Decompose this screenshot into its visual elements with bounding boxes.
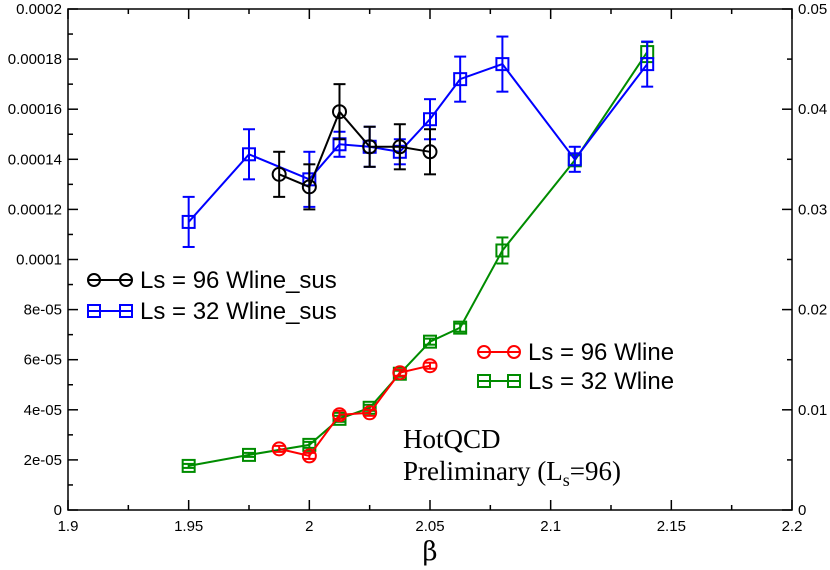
- y-left-tick-labels: 0 2e-05 4e-05 6e-05 8e-05 0.0001 0.00012 0.0001…: [8, 1, 62, 519]
- legend-marker-ls96-sus-end: [119, 273, 133, 287]
- legend-marker-ls32-end: [507, 374, 521, 388]
- axis-ticks: [67, 8, 793, 511]
- legend-marker-ls96-sus: [87, 273, 101, 287]
- legend-label-ls96-sus: Ls = 96 Wline_sus: [140, 267, 337, 294]
- series-layer: [181, 35, 655, 473]
- legend-marker-ls32-sus: [87, 304, 101, 318]
- y-left-tick-label: 0: [54, 502, 62, 519]
- series-ls-96-wline-sus: [271, 83, 438, 211]
- data-point: [181, 214, 196, 229]
- y-right-tick-label: 0.03: [798, 201, 827, 218]
- series-ls-32-wline-sus: [181, 35, 655, 248]
- data-point: [332, 104, 347, 120]
- series-line: [187, 62, 648, 223]
- y-left-tick-label: 4e-05: [24, 402, 62, 419]
- y-left-tick-label: 0.00014: [8, 151, 62, 168]
- y-right-tick-label: 0.01: [798, 402, 827, 419]
- x-tick-label: 2.2: [782, 518, 803, 535]
- data-point: [362, 139, 378, 155]
- data-point: [423, 334, 437, 349]
- annotation-hotqcd: HotQCD: [403, 424, 501, 454]
- data-point: [301, 448, 317, 464]
- legend-label-ls96: Ls = 96 Wline: [528, 339, 674, 366]
- data-point: [495, 243, 510, 258]
- y-left-tick-label: 0.00018: [8, 51, 62, 68]
- annotation-preliminary: Preliminary (Ls=96): [403, 456, 621, 490]
- legend-label-ls32: Ls = 32 Wline: [528, 368, 674, 395]
- y-right-tick-label: 0.02: [798, 302, 827, 319]
- x-tick-label: 2.05: [415, 518, 444, 535]
- data-point: [453, 320, 468, 335]
- series-line: [188, 51, 649, 467]
- data-point: [453, 72, 468, 87]
- data-point: [271, 166, 287, 182]
- legend-left: Ls = 96 Wline_sus Ls = 32 Wline_sus: [87, 267, 337, 325]
- y-right-tick-label: 0.05: [798, 1, 827, 18]
- data-point: [301, 179, 317, 195]
- x-tick-label: 2.1: [540, 518, 561, 535]
- series-ls-32-wline: [181, 41, 655, 473]
- y-right-tick-label: 0.04: [798, 101, 827, 118]
- x-tick-label: 1.95: [174, 518, 203, 535]
- legend-marker-ls96-end: [507, 345, 521, 359]
- legend-marker-ls32: [477, 374, 491, 388]
- x-axis-title: β: [422, 537, 437, 567]
- y-left-tick-label: 0.0002: [16, 1, 62, 18]
- legend-label-ls32-sus: Ls = 32 Wline_sus: [140, 298, 337, 325]
- series-ls-96-wline: [271, 358, 438, 464]
- y-left-tick-label: 8e-05: [24, 302, 62, 319]
- data-point: [242, 447, 256, 462]
- series-line: [278, 109, 431, 189]
- y-left-tick-label: 0.00016: [8, 101, 62, 118]
- y-left-tick-label: 2e-05: [24, 452, 62, 469]
- y-right-tick-label: 0: [798, 502, 806, 519]
- y-left-tick-label: 0.0001: [16, 252, 62, 269]
- y-right-tick-labels: 0 0.01 0.02 0.03 0.04 0.05: [798, 1, 827, 519]
- legend-right: Ls = 96 Wline Ls = 32 Wline: [477, 339, 674, 395]
- data-point: [423, 112, 437, 127]
- x-tick-label: 2: [305, 518, 313, 535]
- data-point: [332, 407, 347, 423]
- data-point: [422, 144, 438, 160]
- data-point: [422, 358, 438, 374]
- data-point: [567, 152, 582, 167]
- x-tick-label: 2.15: [657, 518, 686, 535]
- data-point: [271, 441, 287, 457]
- series-line: [278, 364, 431, 458]
- data-point: [495, 57, 510, 72]
- legend-marker-ls96: [477, 345, 491, 359]
- data-point: [302, 437, 317, 452]
- annotation-prelim-main: Preliminary (L: [403, 456, 563, 486]
- legend-marker-ls32-sus-end: [119, 304, 133, 318]
- data-point: [392, 139, 408, 155]
- y-left-tick-label: 0.00012: [8, 201, 62, 218]
- data-point: [640, 57, 655, 72]
- data-point: [392, 365, 408, 381]
- y-left-tick-label: 6e-05: [24, 352, 62, 369]
- annotation-prelim-sub: s: [563, 470, 570, 490]
- x-tick-label: 1.9: [58, 518, 79, 535]
- x-tick-labels: 1.9 1.95 2 2.05 2.1 2.15 2.2: [58, 518, 803, 535]
- data-point: [242, 147, 256, 162]
- data-point: [181, 458, 196, 473]
- data-point: [362, 405, 378, 421]
- annotation-prelim-end: =96): [570, 456, 621, 486]
